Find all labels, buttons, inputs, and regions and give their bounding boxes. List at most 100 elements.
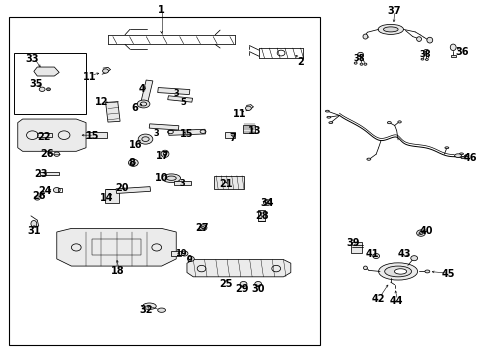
Circle shape bbox=[372, 253, 379, 258]
Bar bbox=[243, 125, 255, 133]
Text: 26: 26 bbox=[40, 149, 54, 159]
Ellipse shape bbox=[366, 158, 370, 160]
Text: 26: 26 bbox=[32, 191, 45, 201]
Ellipse shape bbox=[363, 63, 366, 65]
Bar bbox=[37, 134, 52, 137]
Text: 38: 38 bbox=[418, 50, 430, 59]
Bar bbox=[40, 172, 59, 175]
Circle shape bbox=[245, 106, 251, 111]
Ellipse shape bbox=[394, 269, 406, 274]
Bar bbox=[168, 129, 205, 135]
Bar bbox=[58, 188, 62, 192]
Text: 44: 44 bbox=[389, 296, 403, 306]
Ellipse shape bbox=[459, 153, 463, 155]
Text: 41: 41 bbox=[365, 248, 379, 258]
Bar bbox=[105, 189, 119, 203]
Circle shape bbox=[410, 256, 417, 261]
Ellipse shape bbox=[454, 154, 461, 157]
Text: 46: 46 bbox=[463, 153, 476, 163]
Circle shape bbox=[187, 256, 194, 261]
Text: 39: 39 bbox=[346, 238, 359, 248]
Ellipse shape bbox=[383, 27, 397, 32]
Circle shape bbox=[34, 196, 40, 200]
Ellipse shape bbox=[444, 147, 448, 149]
Text: 6: 6 bbox=[131, 103, 138, 113]
Text: 19: 19 bbox=[174, 249, 186, 258]
Text: 45: 45 bbox=[441, 269, 454, 279]
Text: 3: 3 bbox=[154, 129, 159, 138]
Text: 31: 31 bbox=[27, 226, 41, 236]
Text: 3: 3 bbox=[173, 89, 179, 98]
Bar bbox=[174, 181, 191, 185]
Text: 32: 32 bbox=[139, 305, 152, 315]
Bar bbox=[75, 132, 106, 138]
Text: 11: 11 bbox=[83, 72, 97, 82]
Bar bbox=[14, 53, 86, 114]
Text: 21: 21 bbox=[219, 179, 232, 189]
Polygon shape bbox=[18, 119, 86, 151]
Bar bbox=[149, 124, 179, 130]
Text: 14: 14 bbox=[100, 193, 114, 203]
Text: 24: 24 bbox=[38, 186, 51, 196]
Ellipse shape bbox=[425, 59, 427, 60]
Ellipse shape bbox=[328, 122, 332, 123]
Ellipse shape bbox=[420, 58, 423, 60]
Bar bbox=[224, 132, 234, 138]
Text: 7: 7 bbox=[229, 133, 236, 143]
Ellipse shape bbox=[416, 37, 421, 41]
Text: 12: 12 bbox=[95, 97, 108, 107]
Circle shape bbox=[39, 87, 45, 91]
Ellipse shape bbox=[326, 116, 330, 118]
Ellipse shape bbox=[353, 62, 356, 64]
Text: 9: 9 bbox=[186, 255, 192, 264]
Circle shape bbox=[199, 225, 206, 230]
Circle shape bbox=[254, 282, 261, 287]
Ellipse shape bbox=[158, 308, 165, 312]
Ellipse shape bbox=[386, 122, 390, 124]
Ellipse shape bbox=[142, 303, 156, 310]
Ellipse shape bbox=[377, 24, 403, 35]
Polygon shape bbox=[57, 228, 176, 266]
Text: 40: 40 bbox=[418, 226, 432, 236]
Polygon shape bbox=[186, 260, 290, 277]
Text: 3: 3 bbox=[179, 179, 185, 188]
Ellipse shape bbox=[449, 44, 455, 50]
Text: 5: 5 bbox=[180, 98, 186, 107]
Text: 37: 37 bbox=[386, 6, 400, 17]
Text: 27: 27 bbox=[195, 223, 208, 233]
Text: 20: 20 bbox=[115, 183, 128, 193]
Circle shape bbox=[181, 251, 187, 256]
Text: 35: 35 bbox=[29, 79, 42, 89]
Circle shape bbox=[53, 188, 60, 193]
Text: 25: 25 bbox=[219, 279, 233, 289]
Circle shape bbox=[416, 230, 425, 236]
Polygon shape bbox=[34, 67, 59, 76]
Text: 28: 28 bbox=[254, 211, 268, 221]
Text: 11: 11 bbox=[232, 109, 246, 119]
Bar bbox=[167, 96, 192, 102]
Text: 18: 18 bbox=[111, 266, 124, 276]
Text: 4: 4 bbox=[139, 84, 145, 94]
Ellipse shape bbox=[325, 110, 329, 112]
Circle shape bbox=[240, 282, 246, 287]
Ellipse shape bbox=[460, 157, 464, 159]
Text: 17: 17 bbox=[156, 151, 169, 161]
Ellipse shape bbox=[384, 266, 411, 277]
Text: 15: 15 bbox=[85, 131, 99, 141]
Ellipse shape bbox=[464, 154, 468, 157]
Ellipse shape bbox=[397, 121, 401, 123]
Circle shape bbox=[128, 159, 138, 166]
Text: 23: 23 bbox=[34, 168, 47, 179]
Bar bbox=[141, 80, 153, 102]
Ellipse shape bbox=[359, 63, 362, 65]
Text: 1: 1 bbox=[158, 5, 164, 15]
Bar bbox=[158, 87, 189, 95]
Bar bbox=[214, 176, 243, 189]
Circle shape bbox=[102, 69, 108, 73]
Text: 42: 42 bbox=[370, 294, 384, 304]
Ellipse shape bbox=[31, 221, 37, 227]
Text: 2: 2 bbox=[297, 57, 304, 67]
Text: 8: 8 bbox=[128, 158, 135, 168]
Bar bbox=[116, 186, 150, 193]
Text: 13: 13 bbox=[247, 126, 261, 136]
